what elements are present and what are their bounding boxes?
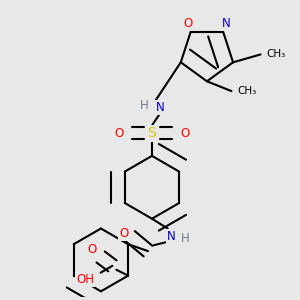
Text: H: H <box>140 99 148 112</box>
Text: O: O <box>87 243 96 256</box>
Text: N: N <box>155 101 164 114</box>
Text: CH₃: CH₃ <box>267 50 286 59</box>
Text: O: O <box>119 227 128 240</box>
Text: O: O <box>114 127 123 140</box>
Text: H: H <box>181 232 190 245</box>
Text: O: O <box>181 127 190 140</box>
Text: N: N <box>167 230 176 243</box>
Text: OH: OH <box>76 273 94 286</box>
Text: O: O <box>183 17 193 30</box>
Text: N: N <box>222 17 230 30</box>
Text: S: S <box>148 126 156 140</box>
Text: CH₃: CH₃ <box>238 86 257 96</box>
